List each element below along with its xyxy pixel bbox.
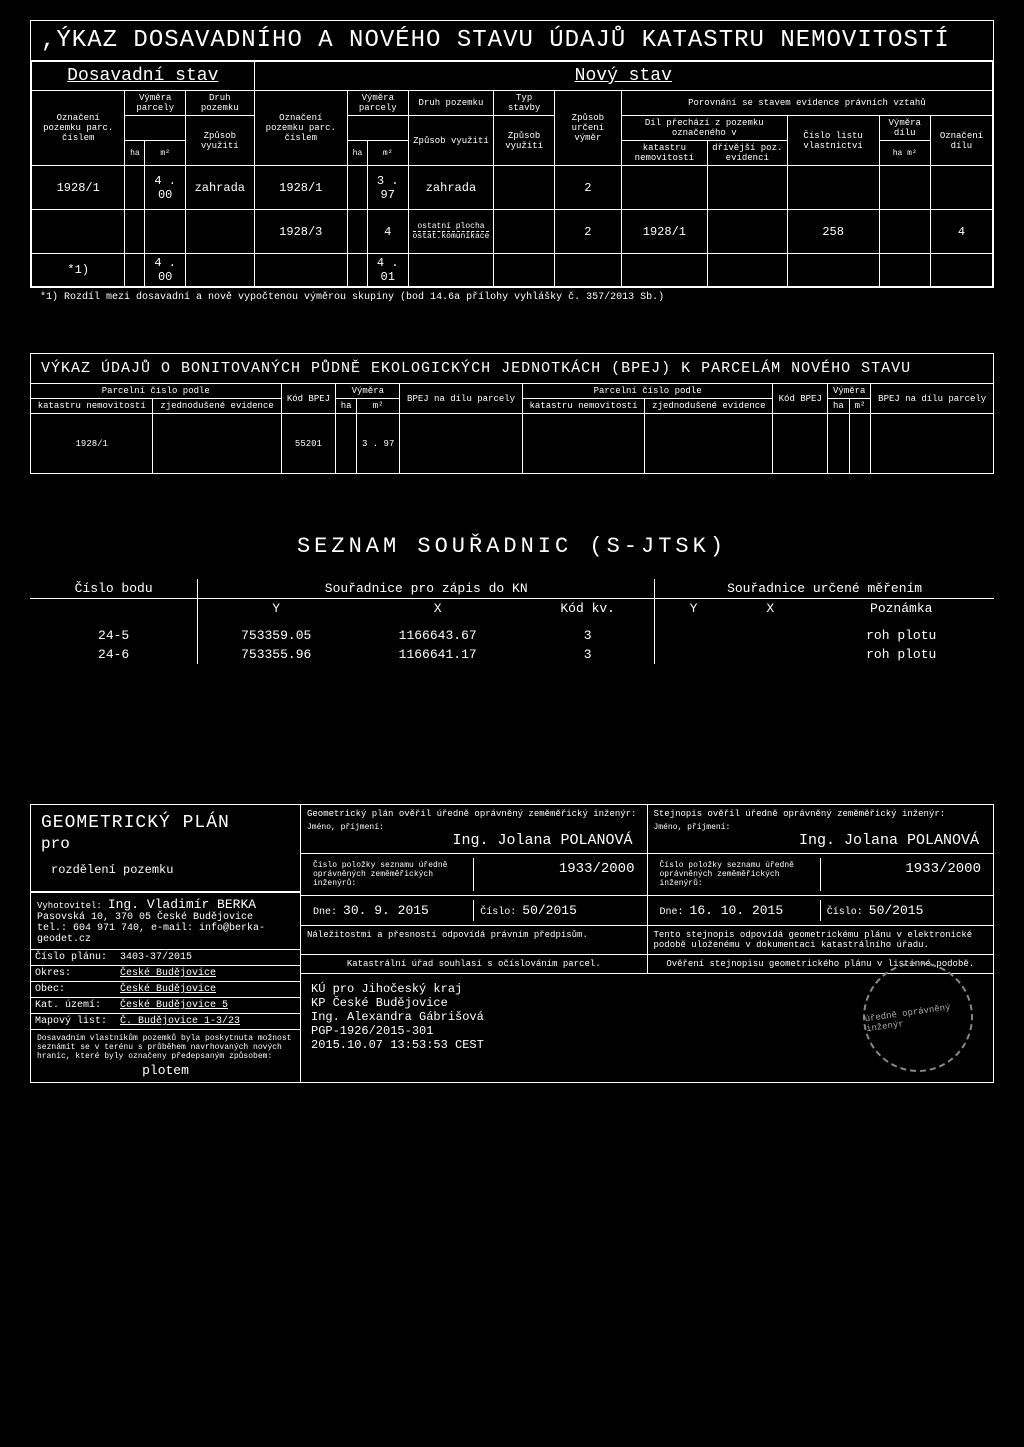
table-row: 24-5 753359.05 1166643.67 3 roh plotu [30,626,994,645]
col-ozn-dilu: Označení dílu [930,116,992,166]
bpej-table: Parcelní číslo podle Kód BPEJ Výměra BPE… [30,383,994,474]
cert-name-1: Ing. Jolana POLANOVÁ [307,832,641,849]
contractor: Vyhotovitel: Ing. Vladimír BERKA Pasovsk… [31,892,300,949]
table-row: 1928/1 4 . 00 zahrada 1928/1 3 . 97 zahr… [32,166,993,210]
table-row: 24-6 753355.96 1166641.17 3 roh plotu [30,645,994,664]
col-oznaceni2: Označení pozemku parc. číslem [254,91,347,166]
footer-block: GEOMETRICKÝ PLÁN pro rozdělení pozemku V… [30,804,994,1083]
col-dil: Díl přechází z pozemku označeného v [621,116,787,141]
row-ml: Mapový list:Č. Budějovice 1-3/23 [31,1013,300,1029]
col-zpvyuz-old: Způsob využití [185,116,254,166]
ku-block: KÚ pro Jihočeský kraj KP České Budějovic… [301,974,993,1082]
col-kat: katastru nemovitostí [621,141,707,166]
ha2: ha [348,141,368,166]
m22: m² [367,141,408,166]
table-row: 1928/3 4 ostatní plochaostat.komunikace … [32,210,993,254]
coords-title: SEZNAM SOUŘADNIC (S-JTSK) [30,534,994,559]
row-cislo-planu: Číslo plánu:3403-37/2015 [31,949,300,965]
table-row: 1928/1 55201 3 . 97 [31,414,994,474]
gp-title: GEOMETRICKÝ PLÁN [31,805,300,835]
footer-note: Dosavadním vlastníkům pozemků byla posky… [31,1029,300,1082]
vykaz-table: Dosavadní stav Nový stav Označení pozemk… [31,61,993,287]
row-okres: Okres:České Budějovice [31,965,300,981]
col-vymera-old: Výměra parcely [125,91,186,116]
main-title: ,ÝKAZ DOSAVADNÍHO A NOVÉHO STAVU ÚDAJŮ K… [31,21,993,61]
vykaz-table-wrapper: ,ÝKAZ DOSAVADNÍHO A NOVÉHO STAVU ÚDAJŮ K… [30,20,994,288]
cert-name-2: Ing. Jolana POLANOVÁ [654,832,988,849]
col-druh-new: Druh pozemku [408,91,494,116]
dosavadni-head: Dosavadní stav [32,62,255,91]
col-porovnani: Porovnání se stavem evidence právních vz… [621,91,992,116]
m21: m² [145,141,186,166]
stamp-icon: úředně oprávněný inženýr [856,955,980,1079]
row-ku: Kat. území:České Budějovice 5 [31,997,300,1013]
col-zpvyuz-new: Způsob využití [408,116,494,166]
col-druh-old: Druh pozemku [185,91,254,116]
col-vym-dilu: Výměra dílu [879,116,930,141]
col-list: Číslo listu vlastnictví [787,116,879,166]
col-zpvyuz2: Způsob využití [494,116,555,166]
col-typ: Typ stavby [494,91,555,116]
footnote: *1) Rozdíl mezi dosavadní a nově vypočte… [30,288,994,323]
col-vymera-new: Výměra parcely [348,91,409,116]
row-obec: Obec:České Budějovice [31,981,300,997]
coords-table: Číslo bodu Souřadnice pro zápis do KN So… [30,579,994,664]
col-driv: dřívější poz. evidenci [707,141,787,166]
bpej-section: VÝKAZ ÚDAJŮ O BONITOVANÝCH PŮDNĚ EKOLOGI… [30,353,994,474]
coords-section: SEZNAM SOUŘADNIC (S-JTSK) Číslo bodu Sou… [30,534,994,664]
footer-left: GEOMETRICKÝ PLÁN pro rozdělení pozemku V… [31,805,301,1082]
sum-row: *1) 4 . 00 4 . 01 [32,254,993,287]
col-zpusob-urceni: Způsob určení výměr [554,91,621,166]
bpej-title: VÝKAZ ÚDAJŮ O BONITOVANÝCH PŮDNĚ EKOLOGI… [30,353,994,383]
col-oznaceni: Označení pozemku parc. číslem [32,91,125,166]
novy-head: Nový stav [254,62,992,91]
ha1: ha [125,141,145,166]
gp-purpose: rozdělení pozemku [31,857,300,892]
gp-sub: pro [31,835,300,857]
footer-right: Geometrický plán ověřil úředně oprávněný… [301,805,993,1082]
